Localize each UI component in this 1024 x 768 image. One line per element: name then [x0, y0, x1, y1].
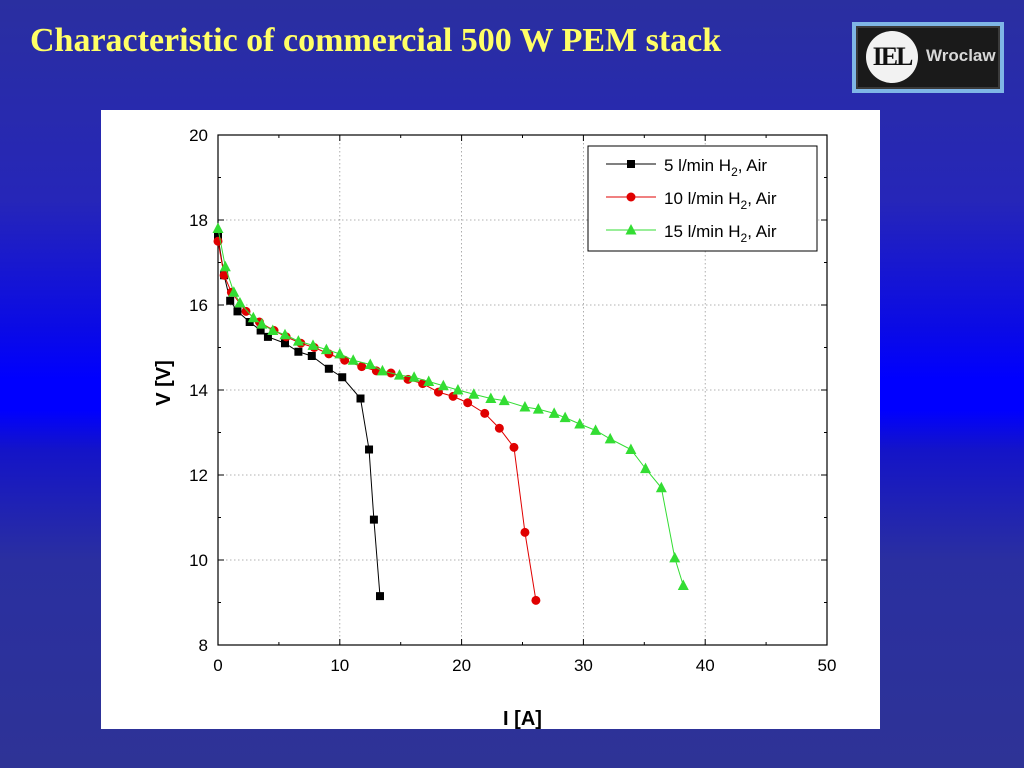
legend-label: 10 l/min H2, Air [664, 189, 777, 212]
logo: IEL Wroclaw [852, 22, 1004, 93]
data-point [376, 364, 388, 376]
data-point [463, 398, 473, 408]
legend-label: 5 l/min H2, Air [664, 156, 767, 179]
y-tick-label: 12 [189, 466, 208, 485]
y-tick-label: 16 [189, 296, 208, 315]
legend: 5 l/min H2, Air 10 l/min H2, Air 15 l/min … [587, 145, 818, 252]
data-point [423, 375, 435, 386]
data-point [365, 445, 374, 454]
data-point [241, 306, 251, 316]
x-tick-label: 10 [330, 656, 349, 675]
data-point [640, 462, 652, 474]
data-point [247, 311, 259, 323]
series-1 [214, 233, 384, 601]
slide-title: Characteristic of commercial 500 W PEM s… [30, 22, 722, 59]
data-point [364, 358, 376, 369]
data-point [604, 432, 616, 444]
data-point [548, 407, 560, 418]
legend-label: 15 l/min H2, Air [664, 222, 777, 245]
data-point [531, 595, 541, 605]
data-point [219, 260, 231, 272]
x-tick-label: 20 [452, 656, 471, 675]
y-tick-label: 10 [189, 551, 208, 570]
data-point [437, 379, 449, 391]
data-point [267, 324, 279, 335]
axis-ticks: 0 10 20 30 40 50 8 10 12 14 16 18 20 [189, 126, 836, 675]
x-tick-label: 40 [696, 656, 715, 675]
data-point [520, 527, 530, 537]
y-tick-label: 20 [189, 126, 208, 145]
data-point [256, 318, 268, 329]
data-point [256, 326, 265, 335]
data-point [294, 347, 303, 356]
data-point [655, 481, 667, 493]
x-tick-label: 30 [574, 656, 593, 675]
data-point [485, 392, 497, 403]
data-point [279, 328, 291, 340]
data-point [334, 347, 346, 359]
data-point [559, 411, 571, 423]
data-point [347, 354, 359, 365]
y-axis-label: V [V] [153, 360, 175, 406]
data-point [669, 551, 681, 563]
series-2 [213, 236, 541, 605]
data-point [219, 270, 229, 280]
data-point [498, 394, 510, 406]
data-point [408, 371, 420, 382]
data-point [292, 335, 304, 346]
data-point [393, 369, 405, 380]
data-point [574, 418, 586, 429]
y-tick-label: 14 [189, 381, 208, 400]
chart-panel: 0 10 20 30 40 50 8 10 12 14 16 18 20 I [A] V [V] 5 l… [101, 110, 880, 729]
series-line [217, 241, 537, 601]
data-point [228, 286, 240, 297]
data-point [468, 388, 480, 399]
data-point [590, 424, 602, 435]
data-point [677, 579, 689, 590]
data-point [233, 307, 242, 316]
data-point [280, 339, 289, 348]
data-point [263, 332, 272, 341]
logo-emblem: IEL [866, 31, 918, 83]
data-point [324, 364, 333, 373]
data-point [307, 339, 319, 350]
logo-panel: IEL Wroclaw [856, 26, 1000, 89]
data-point [369, 515, 378, 524]
chart: 0 10 20 30 40 50 8 10 12 14 16 18 20 I [A] V [V] 5 l… [153, 126, 836, 729]
x-tick-label: 0 [213, 656, 222, 675]
data-point [625, 224, 637, 235]
data-point [320, 343, 332, 355]
data-point [532, 403, 544, 414]
data-point [356, 394, 365, 403]
data-point [357, 362, 367, 372]
x-axis-label: I [A] [503, 708, 542, 729]
series-3 [212, 222, 689, 590]
data-point [626, 192, 636, 202]
data-point [480, 408, 490, 418]
series-line [217, 236, 381, 597]
data-point [494, 423, 504, 433]
x-tick-label: 50 [818, 656, 837, 675]
data-point [234, 296, 246, 308]
data-point [226, 296, 235, 305]
data-point [627, 160, 635, 168]
data-point [509, 442, 519, 452]
data-point [452, 384, 464, 395]
data-point [625, 443, 637, 454]
logo-text: Wroclaw [926, 46, 996, 65]
data-point [519, 401, 531, 412]
data-point [338, 373, 347, 382]
data-point [212, 222, 224, 233]
series-layer [212, 222, 689, 605]
series-line [217, 228, 684, 586]
y-tick-label: 8 [199, 636, 208, 655]
data-point [307, 352, 316, 360]
y-tick-label: 18 [189, 211, 208, 230]
data-point [375, 592, 384, 601]
